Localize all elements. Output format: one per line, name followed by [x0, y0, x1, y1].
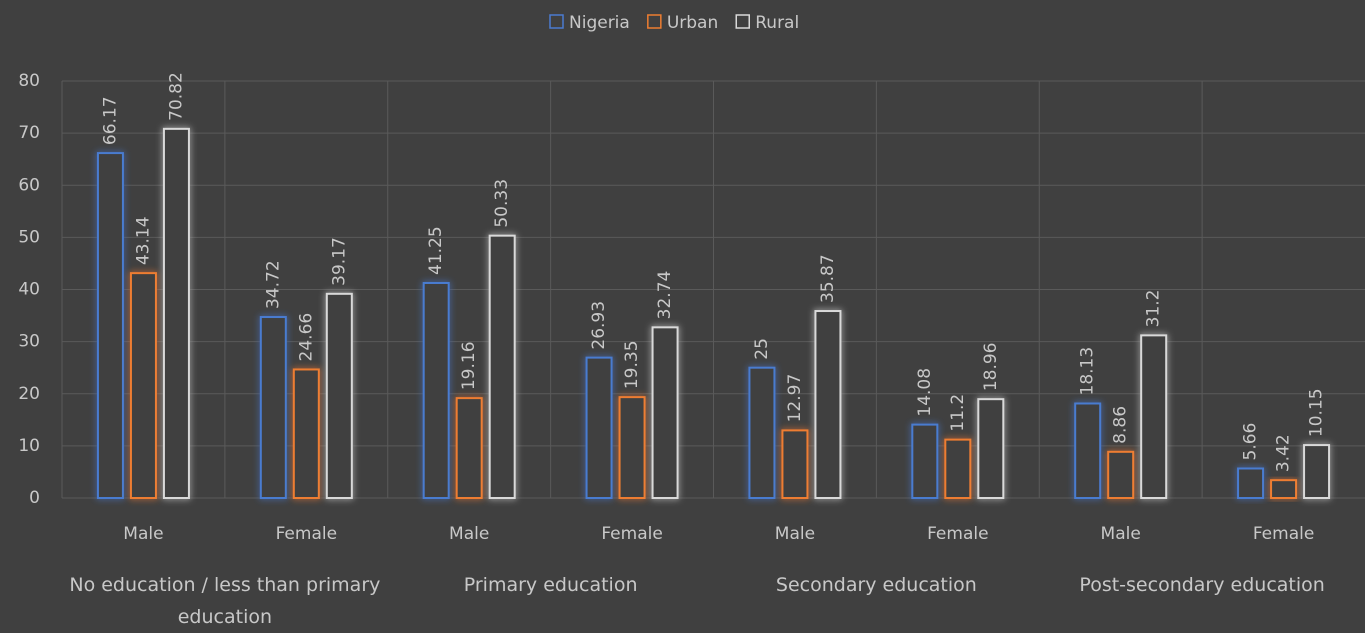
bar: [1074, 402, 1102, 499]
value-label: 41.25: [426, 226, 446, 275]
y-tick-label: 50: [18, 227, 40, 247]
value-label: 39.17: [329, 237, 349, 286]
y-tick-label: 70: [18, 123, 40, 143]
value-label: 3.42: [1274, 434, 1294, 472]
value-label: 50.33: [492, 179, 512, 228]
value-label: 8.86: [1111, 406, 1131, 444]
bar: [325, 292, 353, 500]
bar: [781, 429, 809, 499]
value-label: 26.93: [589, 301, 609, 350]
bar: [162, 127, 190, 500]
value-label: 12.97: [785, 374, 805, 423]
value-label: 24.66: [296, 313, 316, 362]
y-tick-label: 30: [18, 332, 40, 352]
x-tick-label: Female: [1253, 524, 1314, 544]
y-tick-label: 0: [29, 488, 40, 508]
x-tick-label: Male: [449, 524, 489, 544]
y-tick-label: 20: [18, 384, 40, 404]
bar: [422, 281, 450, 499]
bar: [814, 310, 842, 499]
bar: [455, 397, 483, 500]
bar: [96, 152, 124, 500]
y-tick-label: 60: [18, 175, 40, 195]
x-tick-label: Male: [775, 524, 815, 544]
legend-swatch: [549, 14, 564, 29]
group-label: Primary education: [463, 574, 638, 596]
value-label: 18.96: [981, 342, 1001, 391]
bar: [1303, 444, 1331, 500]
x-tick-label: Female: [601, 524, 662, 544]
value-label: 14.08: [915, 368, 935, 417]
group-label: Post-secondary education: [1079, 574, 1325, 596]
bar: [748, 366, 776, 499]
bar: [585, 356, 613, 499]
bar: [1140, 334, 1168, 499]
bar: [944, 438, 972, 499]
value-label: 19.16: [459, 341, 479, 390]
value-label: 10.15: [1307, 388, 1327, 437]
bar: [259, 316, 287, 499]
group-label: No education / less than primary educati…: [69, 574, 381, 628]
bar: [911, 423, 939, 499]
bar: [618, 396, 646, 499]
bar: [129, 272, 157, 499]
x-tick-label: Male: [123, 524, 163, 544]
legend-label: Urban: [667, 13, 718, 33]
group-label: Secondary education: [775, 574, 977, 596]
y-tick-label: 80: [18, 71, 40, 91]
value-label: 18.13: [1078, 347, 1098, 396]
value-label: 66.17: [100, 96, 120, 145]
value-label: 35.87: [818, 254, 838, 303]
value-label: 43.14: [133, 216, 153, 265]
value-label: 25: [752, 338, 772, 360]
y-tick-label: 10: [18, 436, 40, 456]
x-tick-label: Female: [276, 524, 337, 544]
bar: [651, 326, 679, 499]
value-label: 19.35: [622, 340, 642, 389]
x-tick-label: Female: [927, 524, 988, 544]
bar: [1237, 467, 1265, 500]
legend-swatch: [735, 14, 750, 29]
value-label: 11.2: [948, 394, 968, 432]
bar: [977, 398, 1005, 499]
value-label: 34.72: [263, 260, 283, 309]
legend-label: Nigeria: [569, 13, 630, 33]
value-label: 31.2: [1144, 290, 1164, 328]
value-label: 70.82: [166, 72, 186, 121]
x-tick-label: Male: [1101, 524, 1141, 544]
bar: [1107, 450, 1135, 500]
bar: [292, 368, 320, 499]
bar: [1270, 479, 1298, 499]
value-label: 5.66: [1241, 423, 1261, 461]
bar: [488, 234, 516, 499]
y-tick-label: 40: [18, 280, 40, 300]
value-label: 32.74: [655, 271, 675, 320]
legend-swatch: [647, 14, 662, 29]
legend-label: Rural: [755, 13, 799, 33]
